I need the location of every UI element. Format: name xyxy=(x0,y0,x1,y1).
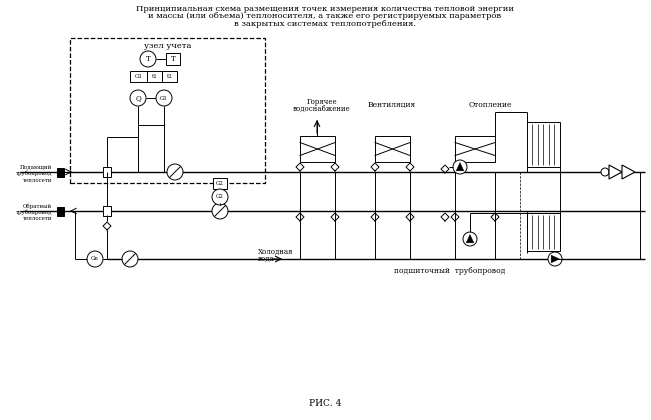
Text: Отопление: Отопление xyxy=(468,101,512,109)
Text: теплосети: теплосети xyxy=(23,178,52,183)
Circle shape xyxy=(212,189,228,205)
Circle shape xyxy=(212,203,228,219)
Bar xyxy=(455,136,495,162)
Text: водоснабжение: водоснабжение xyxy=(293,105,351,113)
Text: Подающий: Подающий xyxy=(20,165,52,170)
Text: t1: t1 xyxy=(152,74,158,79)
Circle shape xyxy=(140,51,156,67)
Bar xyxy=(527,213,560,251)
Text: G1: G1 xyxy=(160,95,168,100)
Text: вода: вода xyxy=(258,255,275,263)
Polygon shape xyxy=(456,163,464,171)
Circle shape xyxy=(156,90,172,106)
Bar xyxy=(527,122,560,167)
Text: Т: Т xyxy=(171,55,175,63)
Polygon shape xyxy=(466,234,474,243)
Text: Gn: Gn xyxy=(91,257,99,262)
Bar xyxy=(103,206,111,216)
Circle shape xyxy=(463,232,477,246)
Bar xyxy=(300,136,335,162)
Bar xyxy=(70,38,265,183)
Text: Холодная: Холодная xyxy=(258,248,294,256)
Text: Вентиляция: Вентиляция xyxy=(368,101,416,109)
Text: G1: G1 xyxy=(135,74,143,79)
Circle shape xyxy=(601,168,609,176)
Bar xyxy=(162,71,177,82)
Circle shape xyxy=(167,164,183,180)
Text: Принципиальная схема размещения точек измерения количества тепловой энергии: Принципиальная схема размещения точек из… xyxy=(136,5,514,13)
Text: трубопровод: трубопровод xyxy=(16,171,52,176)
Text: Горячее: Горячее xyxy=(307,98,337,106)
Text: РИС. 4: РИС. 4 xyxy=(309,399,341,409)
Circle shape xyxy=(453,160,467,174)
Polygon shape xyxy=(622,165,635,179)
Bar xyxy=(147,71,162,82)
Text: трубопровод: трубопровод xyxy=(16,210,52,215)
Bar xyxy=(166,53,180,65)
Circle shape xyxy=(122,251,138,267)
Bar xyxy=(213,178,227,189)
Text: G2: G2 xyxy=(216,194,224,200)
Bar xyxy=(375,136,410,162)
Text: узел учета: узел учета xyxy=(145,42,191,50)
Circle shape xyxy=(87,251,103,267)
Text: подшиточный  трубопровод: подшиточный трубопровод xyxy=(395,267,506,275)
Bar xyxy=(130,71,147,82)
Circle shape xyxy=(130,90,146,106)
Text: теплосети: теплосети xyxy=(23,216,52,221)
Text: Q: Q xyxy=(135,94,141,102)
Polygon shape xyxy=(609,165,622,179)
Bar xyxy=(57,168,64,176)
Text: G2: G2 xyxy=(216,181,224,186)
Bar xyxy=(103,167,111,177)
Circle shape xyxy=(548,252,562,266)
Text: и массы (или объема) теплоносителя, а также его регистрируемых параметров: и массы (или объема) теплоносителя, а та… xyxy=(148,13,501,21)
Text: Обратный: Обратный xyxy=(23,203,52,209)
Bar xyxy=(57,207,64,215)
Text: в закрытых системах теплопотребления.: в закрытых системах теплопотребления. xyxy=(234,20,416,28)
Text: Т: Т xyxy=(146,55,150,63)
Text: t2: t2 xyxy=(167,74,173,79)
Polygon shape xyxy=(551,255,560,263)
